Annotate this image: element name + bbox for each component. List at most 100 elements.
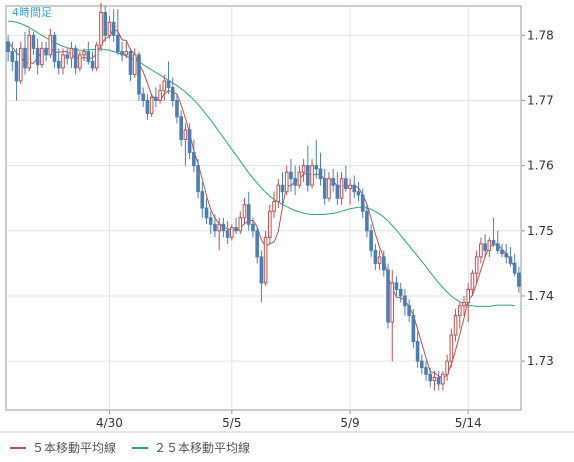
candle: [120, 41, 124, 62]
x-tick-label: 5/14: [455, 416, 482, 430]
legend-item-ma25: ２５本移動平均線: [132, 439, 250, 456]
candle: [457, 302, 462, 329]
candle: [196, 159, 200, 199]
candle-body-down: [170, 86, 175, 101]
candle: [145, 93, 150, 121]
candle: [517, 266, 521, 293]
candle-body-down: [103, 12, 108, 36]
candle: [331, 168, 335, 192]
candle: [301, 159, 306, 182]
candle-body-down: [314, 165, 319, 170]
candle-body-down: [246, 204, 251, 225]
candle-body-down: [56, 60, 61, 69]
candle: [386, 263, 390, 329]
candle: [35, 38, 40, 75]
candle-body-down: [44, 47, 48, 56]
candle: [246, 191, 251, 231]
candle-body-down: [352, 184, 357, 193]
candle: [234, 217, 238, 235]
candle: [268, 204, 272, 244]
candle: [479, 237, 483, 264]
candle-body-up: [445, 360, 449, 375]
candle: [27, 28, 32, 72]
candle: [208, 211, 213, 235]
candle: [403, 289, 407, 316]
candle: [187, 123, 192, 160]
candle: [441, 370, 445, 391]
candle: [327, 172, 331, 202]
candle-body-up: [69, 47, 74, 59]
candle-body-down: [419, 360, 424, 369]
candle-body-down: [344, 178, 348, 189]
candle-body-up: [457, 305, 462, 317]
candle: [242, 198, 247, 225]
ma25-line-path: [8, 20, 515, 307]
candle: [175, 93, 179, 124]
candle-body-down: [73, 47, 78, 69]
candle: [483, 234, 487, 257]
candle: [221, 217, 226, 238]
candle-body-up: [263, 236, 268, 284]
candle-body-up: [301, 165, 306, 173]
candle: [52, 32, 57, 68]
candle: [116, 9, 120, 55]
candle-body-down: [145, 99, 150, 115]
x-tick-label: 5/9: [340, 416, 359, 430]
legend-label-ma5: ５本移動平均線: [32, 441, 117, 455]
candle-body-up: [339, 178, 344, 199]
candle: [369, 224, 373, 257]
candle-body-down: [306, 165, 310, 186]
candle-body-up: [348, 184, 352, 189]
candle-body-down: [154, 96, 158, 101]
candle-body-up: [99, 12, 103, 46]
candle-body-down: [10, 51, 15, 62]
candle-body-up: [449, 334, 454, 362]
candle-body-down: [293, 178, 297, 186]
candle-body-down: [289, 171, 293, 180]
candle-body-down: [31, 34, 36, 49]
candle: [61, 48, 65, 75]
candle: [99, 2, 103, 52]
candle-body-down: [483, 243, 487, 251]
candle: [318, 152, 323, 186]
candle-body-down: [386, 269, 390, 323]
candle-body-up: [327, 178, 331, 199]
candle-body-down: [331, 178, 335, 186]
candle: [335, 172, 340, 205]
candle: [428, 367, 433, 388]
candle-body-down: [394, 282, 399, 290]
x-axis: 4/30 5/5 5/9 5/14: [96, 410, 482, 430]
candle-body-down: [196, 165, 200, 193]
candle: [86, 41, 91, 65]
candle-body-up: [276, 184, 281, 202]
candle-body-down: [141, 93, 146, 101]
candle: [132, 48, 137, 78]
candle-body-down: [365, 210, 369, 232]
candle: [6, 35, 10, 62]
candle: [462, 295, 466, 316]
candle-body-up: [284, 171, 289, 193]
candle-body-down: [90, 60, 95, 69]
candle: [263, 230, 268, 287]
candle: [276, 178, 281, 208]
candle: [436, 370, 441, 391]
candle: [56, 48, 61, 75]
candle-body-up: [272, 200, 276, 212]
candle-body-up: [238, 217, 243, 232]
candle-body-down: [415, 341, 420, 362]
candles: [6, 2, 521, 391]
candle-body-down: [14, 60, 19, 82]
candle-body-up: [390, 282, 395, 323]
candle: [470, 269, 475, 296]
candle-body-up: [470, 272, 475, 290]
candle-body-down: [175, 99, 179, 118]
y-tick-label: 1.73: [527, 354, 554, 368]
candle: [31, 32, 36, 55]
candle-body-up: [377, 256, 382, 264]
candle-body-down: [255, 230, 259, 258]
candle-body-up: [474, 256, 479, 274]
candle: [183, 123, 188, 166]
candle: [272, 191, 276, 218]
candle: [162, 74, 167, 101]
candle-body-down: [411, 315, 416, 343]
